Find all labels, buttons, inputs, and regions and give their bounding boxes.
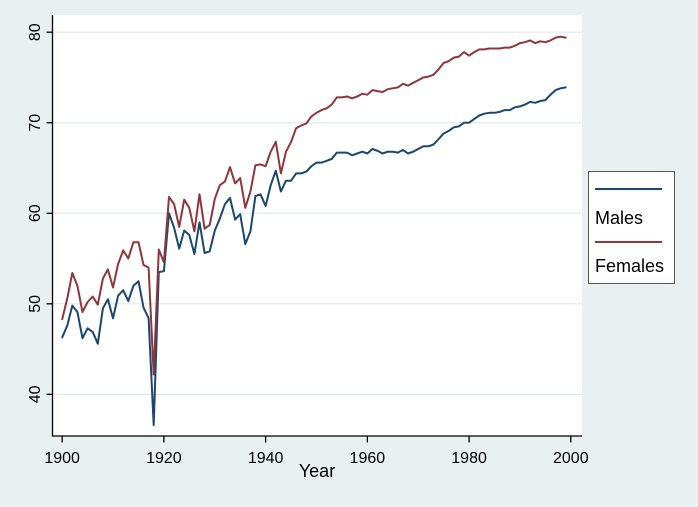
legend-label-females: Females: [595, 256, 665, 276]
series-line-females: [61, 35, 567, 376]
males-line-sample-icon: [595, 188, 662, 190]
series-line-males: [61, 86, 567, 427]
plot-area: [52, 15, 582, 436]
x-tick-label: 1960: [350, 450, 386, 467]
y-tick-label: 70: [27, 114, 44, 132]
y-tick-label: 40: [27, 385, 44, 403]
x-tick-label: 1900: [44, 450, 80, 467]
legend: Males Females: [588, 171, 675, 284]
legend-label-males: Males: [595, 208, 644, 228]
y-tick-label: 80: [27, 23, 44, 41]
y-tick-label: 50: [27, 295, 44, 313]
x-tick-label: 2000: [553, 450, 589, 467]
x-tick-label: 1920: [146, 450, 182, 467]
x-tick-label: 1980: [451, 450, 487, 467]
x-tick-label: 1940: [248, 450, 284, 467]
x-axis-title: Year: [299, 461, 335, 481]
females-line-sample-icon: [595, 241, 662, 243]
y-tick-label: 60: [27, 204, 44, 222]
